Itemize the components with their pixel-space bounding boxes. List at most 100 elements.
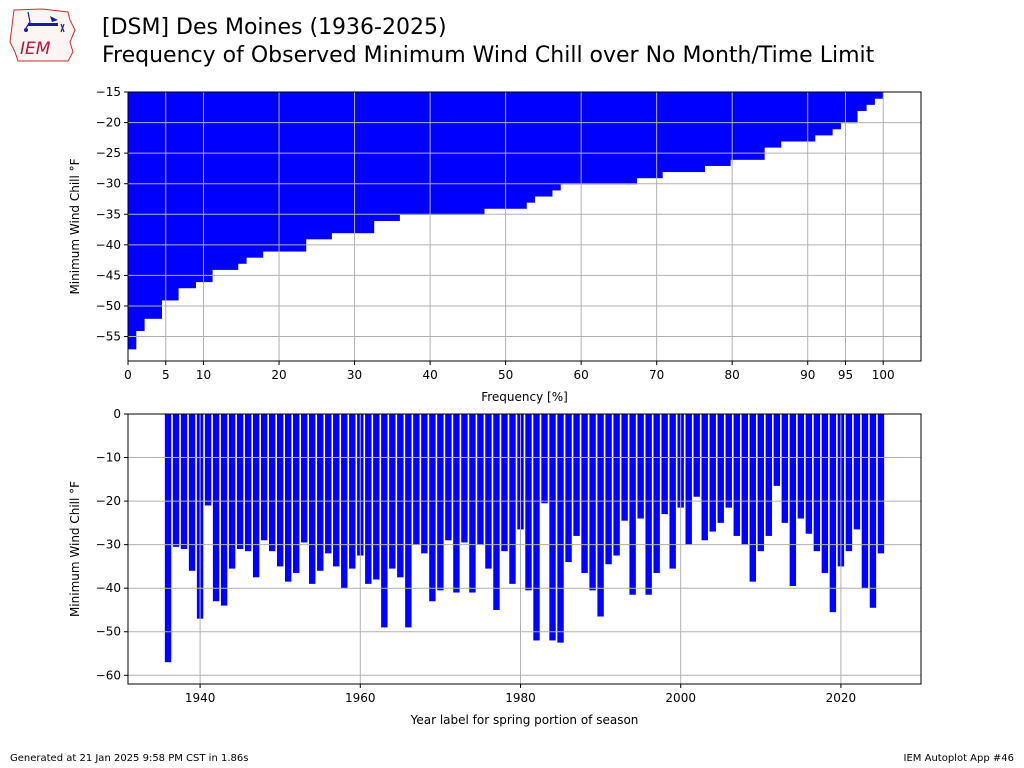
year-bar [733,414,740,536]
frequency-bar [128,269,213,277]
frequency-bar [128,263,239,270]
year-bar [749,414,756,582]
chart-title-line1: [DSM] Des Moines (1936-2025) [102,15,447,40]
year-bar [260,414,268,541]
y-tick-label: −30 [96,177,121,191]
frequency-bar [128,312,162,319]
frequency-bar [128,104,867,111]
x-tick-label: 0 [124,368,132,382]
year-bar [781,414,789,523]
year-bar [605,414,612,565]
year-bar [853,414,861,530]
year-bar [709,414,716,532]
x-tick-label: 90 [800,368,815,382]
year-bar [613,414,620,556]
frequency-bar [128,153,765,160]
year-bar [172,414,180,547]
frequency-bar [128,305,162,313]
frequency-bar [128,165,706,173]
frequency-bar [128,299,162,307]
year-bar [469,414,476,593]
year-bar [685,414,692,545]
frequency-bar [128,116,858,124]
x-tick-label: 30 [347,368,362,382]
frequency-bar [128,140,782,148]
year-bar [284,414,292,582]
year-bar [589,414,596,591]
year-bar [813,414,821,552]
year-bar [228,414,236,569]
frequency-bar [128,250,264,258]
year-bar [693,414,700,497]
frequency-bar [128,98,875,105]
year-bar [461,414,468,543]
frequency-bar [128,147,765,154]
year-bar [268,414,276,552]
frequency-bar [128,195,536,203]
frequency-bar [128,318,145,325]
year-bar [757,414,765,552]
year-bar [597,414,604,617]
y-tick-label: −35 [96,207,121,221]
year-bar [317,414,324,571]
frequency-bar [128,122,841,130]
year-bar [549,414,556,641]
logo-text: IEM [20,39,51,59]
y-tick-label: −40 [96,581,121,595]
year-bar [869,414,877,608]
year-bar [701,414,708,541]
year-bar [653,414,660,573]
frequency-bar [128,220,375,228]
frequency-bar [128,281,196,289]
iem-logo: IEM [9,8,76,62]
frequency-bar [128,244,307,252]
frequency-bar [128,226,375,234]
x-tick-label: 1980 [505,691,536,705]
frequency-bar [128,293,179,301]
frequency-bar [128,159,731,166]
year-bar [405,414,412,628]
frequency-bar [128,275,213,283]
year-bar [573,414,580,536]
year-bar [541,414,548,504]
year-bar [293,414,300,573]
frequency-bar [128,208,485,215]
year-bar [797,414,805,519]
x-tick-label: 5 [162,368,170,382]
year-bar [397,414,404,578]
frequency-bar [128,324,145,332]
year-bar [381,414,388,628]
year-bar [477,414,484,545]
x-tick-label: 10 [196,368,211,382]
x-tick-label: 2000 [665,691,696,705]
frequency-bar [128,110,858,118]
year-bar [533,414,540,641]
frequency-bar [128,330,137,338]
year-bar [204,414,212,506]
year-bar [373,414,380,580]
x-tick-label: 80 [725,368,740,382]
y-axis-label: Minimum Wind Chill °F [68,158,82,294]
year-bar [180,414,188,549]
year-bar [413,414,420,545]
frequency-bar [128,128,833,136]
year-bar [276,414,284,567]
year-bar [629,414,636,595]
year-bar [845,414,853,552]
x-axis-label: Frequency [%] [481,390,568,404]
year-bar [821,414,829,573]
year-bar [445,414,452,541]
year-bar [829,414,837,613]
x-tick-label: 20 [271,368,286,382]
year-bar [725,414,732,508]
plot-frame [127,413,922,685]
year-bar [557,414,564,643]
frequency-bar [128,171,663,179]
plot-frame [127,91,922,362]
year-bar [244,414,252,552]
frequency-bar [128,134,816,142]
frequency-chart: 0 5 10 20 30 40 50 60 70 80 90 95 100 −15 −20 −25 −30 −35… [68,85,922,404]
year-bar [493,414,500,610]
y-tick-label: −10 [96,451,121,465]
y-tick-label: −60 [96,668,121,682]
